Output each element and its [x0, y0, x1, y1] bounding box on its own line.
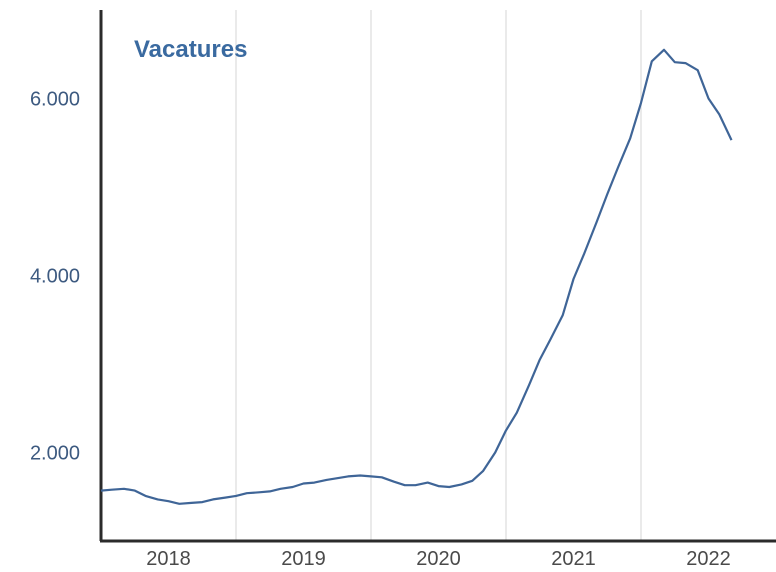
x-tick-label: 2020 [416, 548, 461, 570]
y-tick-label: 4.000 [30, 266, 80, 288]
x-tick-label: 2022 [686, 548, 731, 570]
x-tick-label: 2019 [281, 548, 326, 570]
x-axis-ticks: 2018 2019 2020 2021 2022 [146, 548, 731, 570]
series-group [100, 48, 733, 505]
chart-title: Vacatures [134, 36, 247, 63]
y-tick-label: 6.000 [30, 89, 80, 111]
x-tick-label: 2021 [551, 548, 596, 570]
vertical-gridlines [235, 10, 642, 541]
y-axis-ticks: 2.000 4.000 6.000 [30, 89, 80, 465]
series-line-0 [100, 48, 733, 505]
y-tick-label: 2.000 [30, 443, 80, 465]
x-tick-label: 2018 [146, 548, 191, 570]
